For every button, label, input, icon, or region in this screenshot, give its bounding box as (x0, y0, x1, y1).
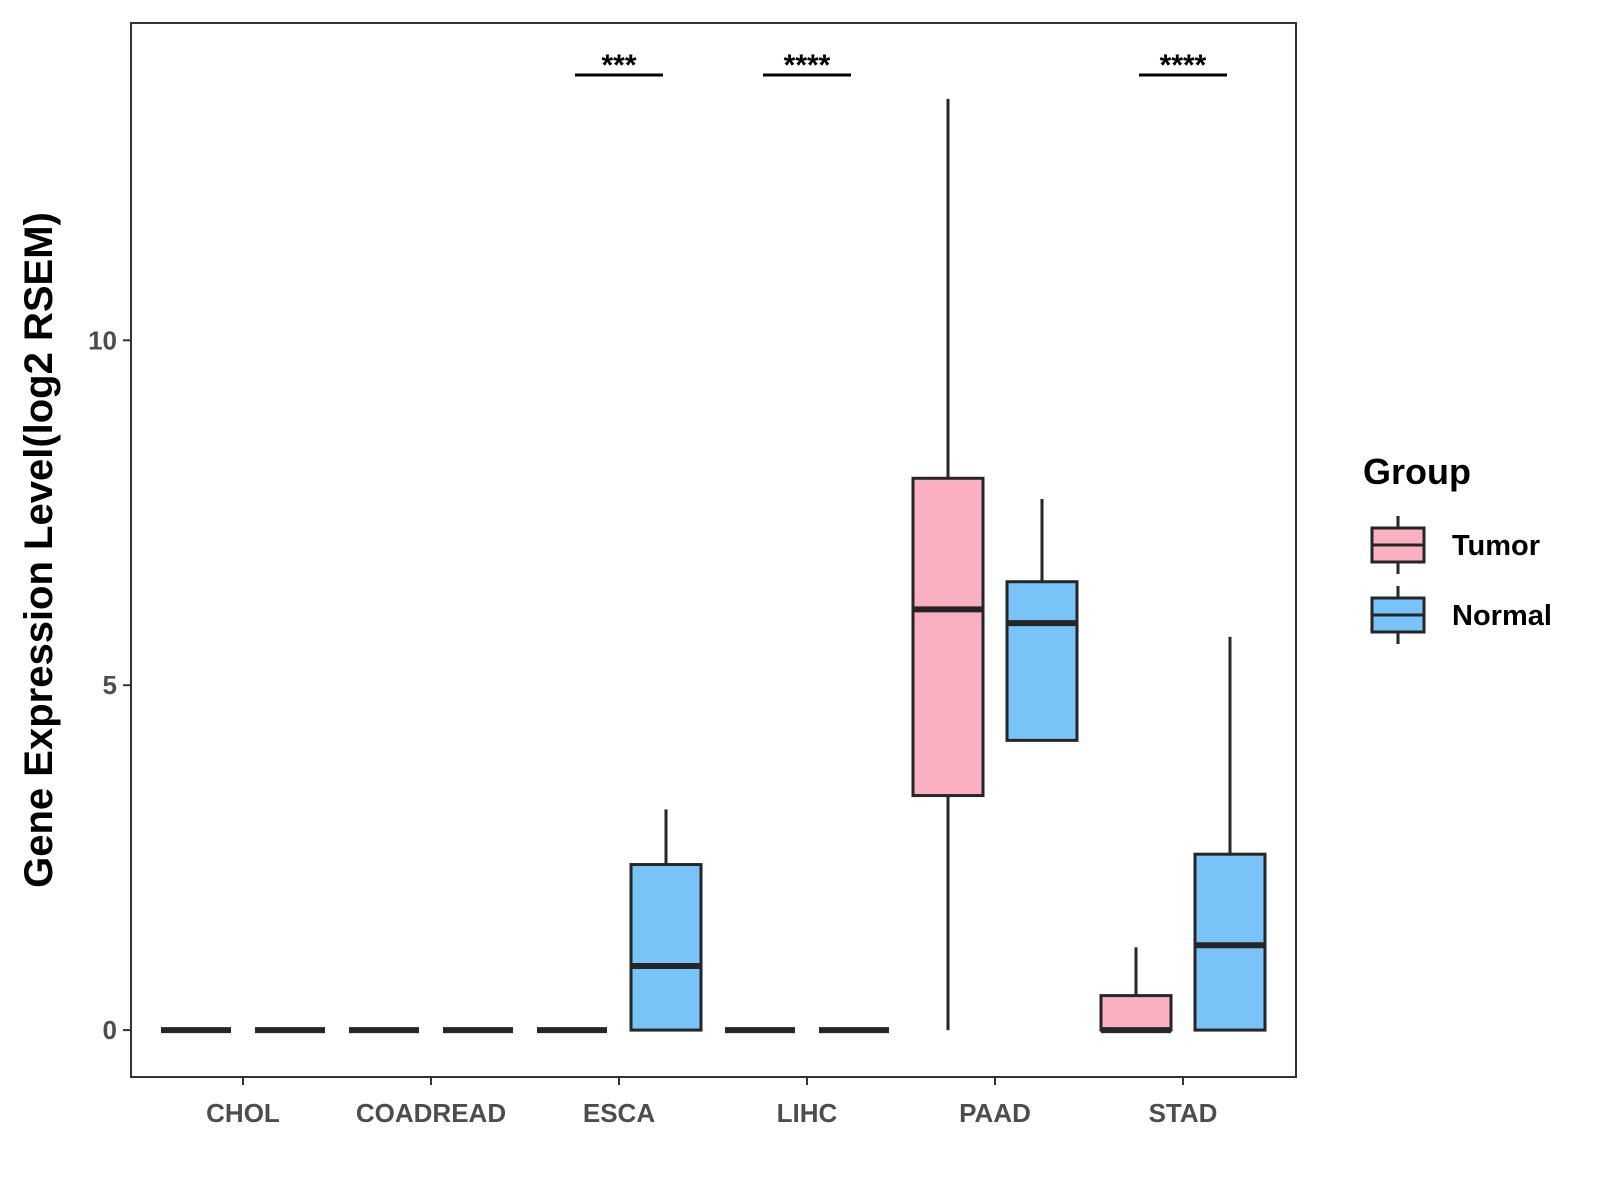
legend-key-tumor: Tumor (1370, 516, 1540, 574)
axes-layer: 0 5 10 CHOL COADREAD ESCA LIHC PAAD STAD (88, 325, 1217, 1128)
box-iqr (1193, 852, 1267, 1032)
y-tick-label: 10 (88, 325, 117, 355)
x-tick-label: STAD (1149, 1098, 1218, 1128)
box-iqr (1099, 994, 1173, 1032)
box-tumor-paad (911, 98, 985, 1031)
box-normal-paad (1005, 498, 1079, 742)
significance-label: **** (784, 49, 831, 82)
legend: Group Tumor Normal (1363, 451, 1552, 644)
x-tick-label: PAAD (959, 1098, 1031, 1128)
box-iqr (911, 476, 985, 798)
plot-panel (130, 22, 1297, 1078)
legend-title: Group (1363, 451, 1471, 492)
legend-key-normal: Normal (1370, 586, 1552, 644)
legend-label: Tumor (1452, 530, 1540, 562)
y-tick-label: 0 (103, 1015, 117, 1045)
boxes-layer (161, 98, 1267, 1034)
box-tumor-stad (1099, 947, 1173, 1034)
x-tick-label: CHOL (206, 1098, 280, 1128)
x-tick-label: LIHC (777, 1098, 838, 1128)
box-iqr (629, 863, 703, 1032)
box-normal-stad (1193, 636, 1267, 1032)
box-normal-esca (629, 809, 703, 1032)
x-tick-label: ESCA (583, 1098, 655, 1128)
significance-label: *** (601, 49, 636, 82)
box-iqr (1005, 580, 1079, 742)
legend-keys: Tumor Normal (1370, 516, 1552, 644)
y-axis-label: Gene Expression Level(log2 RSEM) (17, 212, 61, 888)
significance-layer: *** **** **** (575, 49, 1227, 82)
significance-label: **** (1160, 49, 1207, 82)
y-tick-label: 5 (103, 670, 117, 700)
x-tick-label: COADREAD (356, 1098, 506, 1128)
legend-label: Normal (1452, 600, 1552, 632)
